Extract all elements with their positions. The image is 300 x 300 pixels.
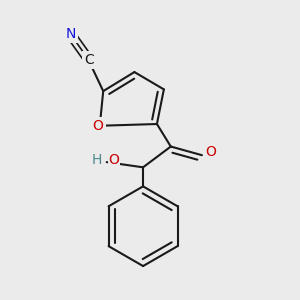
Text: H: H (91, 153, 101, 167)
Text: O: O (205, 145, 216, 159)
Text: N: N (65, 27, 76, 41)
Text: O: O (108, 153, 119, 167)
Text: C: C (85, 53, 94, 67)
Text: O: O (93, 119, 104, 133)
